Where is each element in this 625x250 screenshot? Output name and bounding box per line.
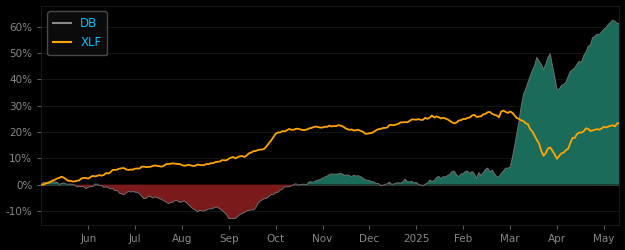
Legend: DB, XLF: DB, XLF — [48, 12, 108, 55]
